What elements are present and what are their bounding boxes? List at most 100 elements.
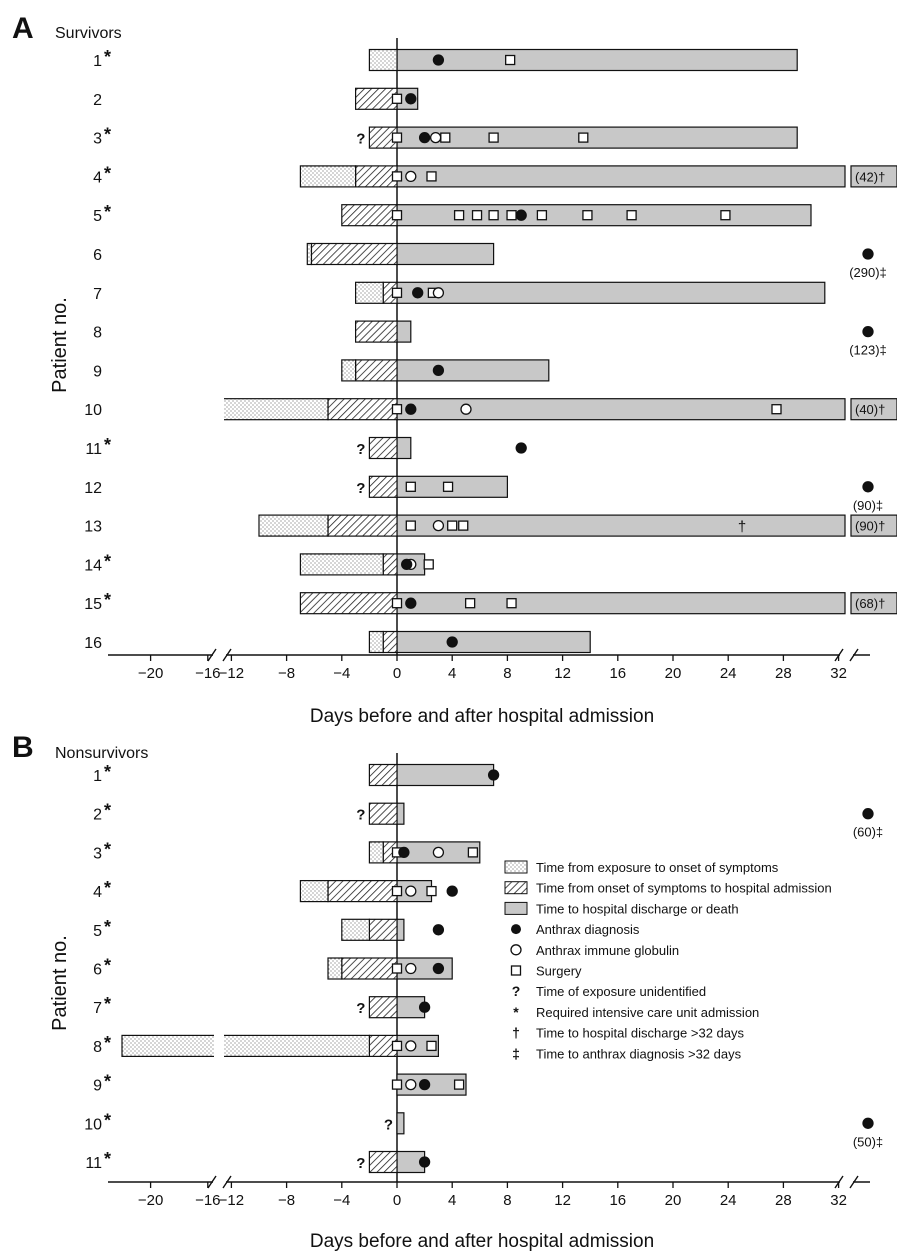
- exposure-bar: [306, 242, 313, 266]
- aig-marker: [429, 131, 442, 144]
- legend-swatch-exposure: [504, 860, 528, 874]
- patient-label: 3: [93, 845, 102, 862]
- panel-b-title: Nonsurvivors: [55, 745, 148, 762]
- patient-label: 8: [93, 325, 102, 342]
- x-tick-label: −12: [219, 1192, 244, 1209]
- hospital-bar: [396, 242, 495, 266]
- exposure-bar: [327, 957, 343, 980]
- legend-label: Anthrax immune globulin: [536, 943, 679, 958]
- surgery-marker: [391, 171, 403, 182]
- patient-row: 4 *: [93, 878, 458, 903]
- surgery-marker: [391, 1040, 403, 1052]
- onset-bar: [368, 475, 398, 498]
- aig-marker: [405, 1040, 417, 1052]
- x-tick-label: −4: [333, 665, 350, 682]
- surgery-marker: [771, 404, 782, 415]
- hospital-bar: [396, 359, 550, 382]
- patient-label: 15: [84, 596, 102, 613]
- icu-star: *: [104, 125, 111, 145]
- unknown-exposure-mark: ?: [356, 131, 365, 148]
- x-tick-label: −16: [195, 665, 220, 682]
- diagnosis-marker: [432, 924, 445, 936]
- onset-bar: [355, 320, 398, 343]
- x-tick-label: 8: [503, 1192, 511, 1209]
- late-diagnosis-label: (90)‡: [853, 498, 883, 513]
- legend: Time from exposure to onset of symptoms T…: [504, 860, 832, 1061]
- icu-star: *: [104, 839, 111, 859]
- unknown-exposure-mark: ?: [356, 1000, 365, 1017]
- hospital-bar: [396, 918, 405, 941]
- exposure-bar: [355, 281, 384, 304]
- hospital-bar: [396, 436, 412, 460]
- patient-row: 10 (40)†: [84, 396, 897, 422]
- patient-row: 11 *?: [85, 1149, 431, 1174]
- off-scale-label: (90)†: [855, 519, 885, 534]
- exposure-bar: [299, 879, 329, 903]
- patient-label: 1: [93, 53, 102, 70]
- surgery-marker: [458, 520, 469, 531]
- late-diagnosis-marker: [862, 325, 874, 338]
- legend-item: ‡ Time to anthrax diagnosis >32 days: [512, 1045, 742, 1061]
- patient-row: 5 *: [93, 202, 812, 227]
- patient-label: 7: [93, 286, 102, 303]
- x-tick-label: 28: [775, 665, 792, 682]
- onset-bar: [299, 592, 398, 615]
- patient-row: 1 *: [93, 762, 500, 787]
- patient-row: 7: [93, 281, 826, 304]
- x-tick-label: −20: [138, 1192, 163, 1209]
- hospital-bar-continued: [850, 514, 897, 537]
- late-diagnosis-marker: [862, 248, 874, 260]
- onset-bar: [310, 242, 398, 266]
- hospital-bar: [396, 802, 405, 825]
- late-diagnosis-label: (123)‡: [849, 343, 887, 358]
- axis-break-mark: [222, 648, 232, 662]
- x-tick-label: 16: [609, 1192, 626, 1209]
- surgery-marker: [440, 132, 451, 143]
- off-scale-label: (42)†: [855, 169, 885, 184]
- off-scale-label: (68)†: [855, 596, 885, 611]
- legend-label: Time from onset of symptoms to hospital …: [536, 881, 832, 896]
- legend-item: Anthrax diagnosis: [511, 922, 640, 937]
- exposure-bar: [299, 165, 357, 188]
- exposure-bar: [341, 359, 357, 382]
- icu-star: *: [104, 994, 111, 1014]
- surgery-marker: [464, 598, 476, 609]
- patient-row: 14 *: [84, 551, 434, 576]
- x-tick-label: 12: [554, 665, 571, 682]
- patient-row: 5 *: [93, 917, 445, 941]
- diagnosis-marker: [446, 636, 458, 648]
- icu-star: *: [104, 551, 111, 571]
- unknown-exposure-mark: ?: [356, 480, 365, 497]
- surgery-marker: [505, 54, 516, 66]
- exposure-bar: [368, 48, 398, 72]
- legend-surgery-icon: [510, 965, 522, 976]
- surgery-marker: [447, 520, 458, 531]
- panel-a-xlabel: Days before and after hospital admission: [310, 706, 654, 727]
- aig-marker: [432, 519, 445, 532]
- patient-label: 5: [93, 208, 102, 225]
- x-tick-label: 0: [393, 665, 401, 682]
- onset-bar: [341, 204, 398, 227]
- patient-row: 6 *: [93, 956, 453, 980]
- patient-label: 5: [93, 923, 102, 940]
- hospital-bar-continued: [850, 398, 897, 421]
- patient-row: 9: [93, 359, 550, 382]
- patient-row: 2: [93, 87, 419, 110]
- legend-item: ? Time of exposure unidentified: [512, 983, 706, 999]
- legend-label: Time to hospital discharge >32 days: [536, 1026, 744, 1041]
- panel-b-ylabel: Patient no.: [49, 935, 71, 1031]
- legend-swatch-hospital: [504, 901, 528, 915]
- patient-label: 14: [84, 557, 102, 574]
- diagnosis-marker: [401, 558, 413, 571]
- unknown-exposure-mark: ?: [356, 807, 365, 824]
- surgery-marker: [536, 210, 548, 221]
- patient-label: 4: [93, 884, 102, 901]
- exposure-bar: [299, 553, 384, 576]
- diagnosis-marker: [515, 209, 527, 221]
- legend-symbol: *: [513, 1004, 519, 1020]
- late-diagnosis-marker: [862, 481, 874, 493]
- x-tick-label: 20: [665, 665, 682, 682]
- aig-marker: [405, 1078, 417, 1091]
- axis-break-mark: [849, 1175, 859, 1189]
- x-tick-label: 32: [830, 1192, 847, 1209]
